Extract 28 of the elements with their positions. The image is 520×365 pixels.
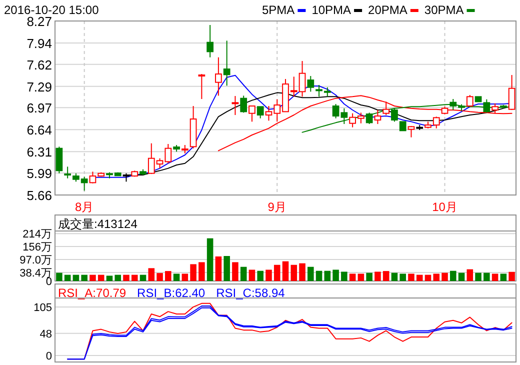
y-tick-label: 6.64 — [26, 122, 52, 138]
x-tick-label: 10月 — [432, 200, 458, 214]
legend-label: 5PMA — [262, 3, 295, 17]
y-tick-label: 214万 — [22, 228, 52, 241]
y-tick-label: 8.27 — [26, 14, 52, 29]
series-label: RSI_B:62.40 — [137, 286, 206, 300]
series-label: RSI_C:58.94 — [216, 286, 286, 300]
legend-label: 30PMA — [424, 3, 464, 17]
y-tick-label: 105 — [34, 302, 52, 314]
y-tick-label: 0 — [46, 276, 52, 288]
x-tick-label: 8月 — [74, 200, 94, 214]
chart-title: 成交量:413124 — [58, 217, 138, 231]
chart-title: 2016-10-20 15:00 — [4, 3, 100, 17]
legend-label: 20PMA — [368, 3, 408, 17]
y-tick-label: 6.31 — [26, 144, 52, 160]
x-tick-label: 9月 — [268, 200, 286, 214]
y-tick-label: 5.66 — [26, 188, 52, 203]
y-tick-label: 97.0万 — [20, 254, 52, 267]
y-tick-label: 7.29 — [26, 79, 52, 94]
y-tick-label: 0 — [46, 350, 52, 363]
legend-label: 10PMA — [312, 3, 352, 17]
y-tick-label: 156万 — [22, 241, 52, 254]
y-tick-label: 48 — [40, 328, 52, 340]
series-label: RSI_A:70.79 — [58, 286, 126, 300]
y-tick-label: 7.94 — [26, 36, 52, 51]
y-tick-label: 5.99 — [26, 166, 52, 181]
y-tick-label: 7.62 — [26, 57, 52, 72]
y-tick-label: 6.97 — [26, 100, 52, 116]
